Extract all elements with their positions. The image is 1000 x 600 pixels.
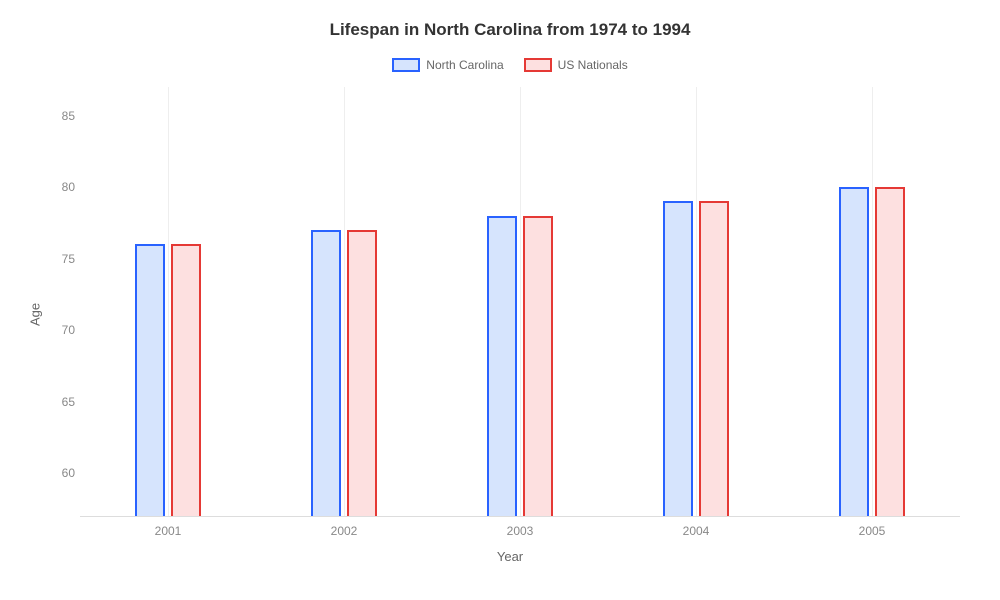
- legend-label-1: US Nationals: [558, 58, 628, 72]
- y-tick: 70: [45, 323, 75, 337]
- y-tick: 65: [45, 395, 75, 409]
- gridline: [872, 87, 873, 516]
- legend-swatch-0: [392, 58, 420, 72]
- plot-wrapper: Age 60657075808520012002200320042005 Yea…: [50, 87, 970, 564]
- x-tick: 2004: [683, 524, 710, 538]
- bar-0-4: [839, 187, 870, 516]
- gridline: [168, 87, 169, 516]
- legend-item-1: US Nationals: [524, 58, 628, 72]
- x-tick: 2003: [507, 524, 534, 538]
- bar-0-1: [311, 230, 342, 516]
- bar-1-4: [875, 187, 906, 516]
- y-tick: 60: [45, 466, 75, 480]
- bar-0-2: [487, 216, 518, 516]
- bar-1-1: [347, 230, 378, 516]
- gridline: [696, 87, 697, 516]
- y-axis-label: Age: [28, 302, 43, 325]
- y-tick: 85: [45, 109, 75, 123]
- bar-1-0: [171, 244, 202, 516]
- bar-1-3: [699, 201, 730, 516]
- chart-title: Lifespan in North Carolina from 1974 to …: [50, 20, 970, 40]
- legend-swatch-1: [524, 58, 552, 72]
- legend: North Carolina US Nationals: [50, 58, 970, 72]
- plot-area: 60657075808520012002200320042005: [80, 87, 960, 517]
- x-tick: 2002: [331, 524, 358, 538]
- y-tick: 75: [45, 252, 75, 266]
- bar-1-2: [523, 216, 554, 516]
- gridline: [344, 87, 345, 516]
- y-tick: 80: [45, 180, 75, 194]
- legend-item-0: North Carolina: [392, 58, 503, 72]
- chart-container: Lifespan in North Carolina from 1974 to …: [0, 0, 1000, 600]
- x-tick: 2005: [859, 524, 886, 538]
- x-tick: 2001: [155, 524, 182, 538]
- x-axis-label: Year: [50, 549, 970, 564]
- bar-0-0: [135, 244, 166, 516]
- bar-0-3: [663, 201, 694, 516]
- legend-label-0: North Carolina: [426, 58, 503, 72]
- gridline: [520, 87, 521, 516]
